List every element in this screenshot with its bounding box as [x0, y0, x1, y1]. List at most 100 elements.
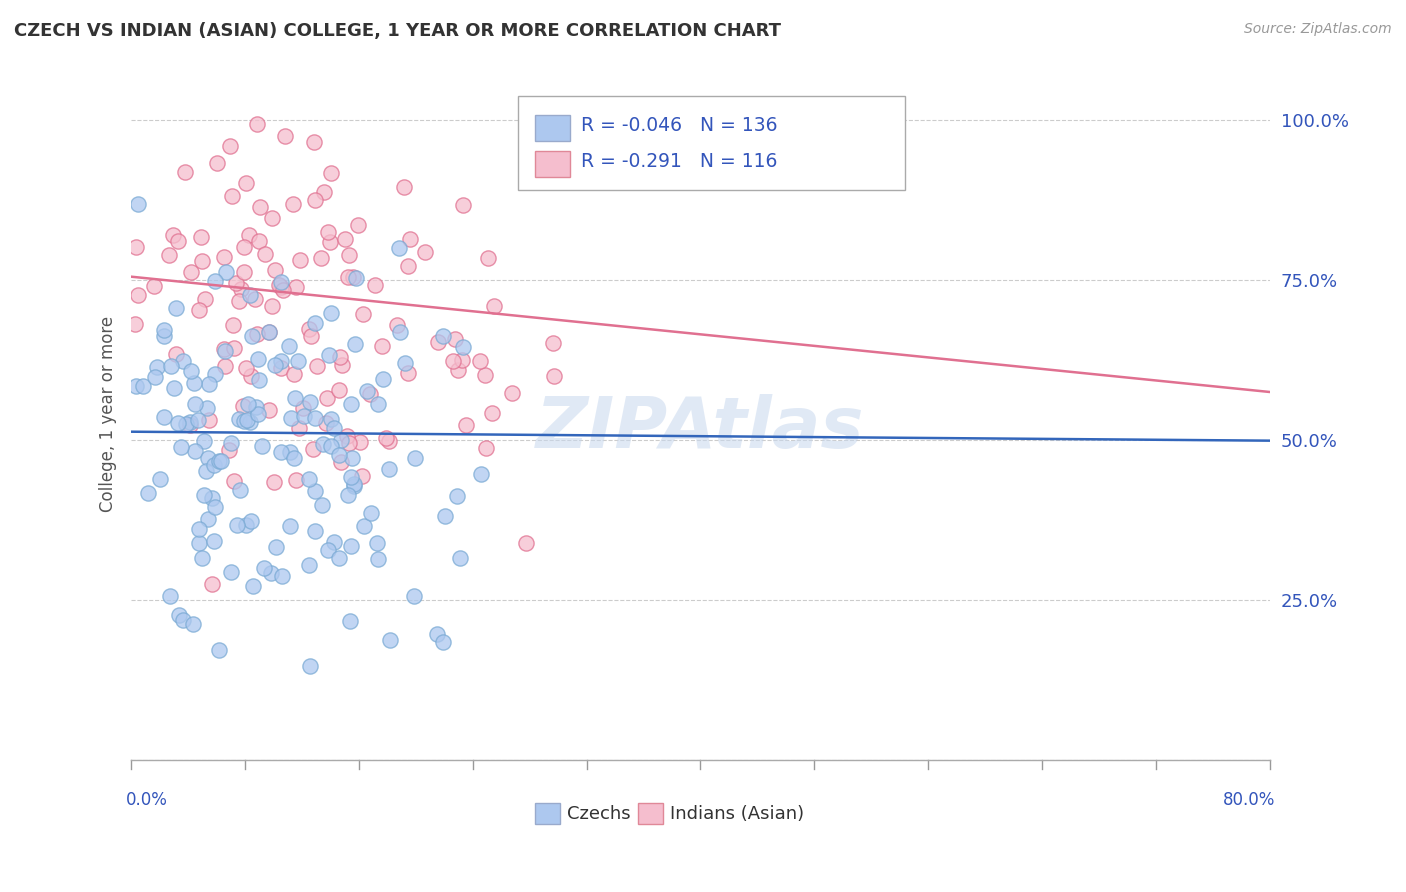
- Point: [142, 279, 165, 293]
- Point: [219, 138, 242, 153]
- Point: [176, 417, 198, 431]
- Point: [179, 417, 201, 432]
- Point: [212, 250, 235, 264]
- Point: [257, 402, 280, 417]
- Point: [270, 445, 292, 459]
- Point: [187, 523, 209, 537]
- Point: [257, 325, 280, 339]
- Point: [287, 354, 309, 368]
- Point: [339, 614, 361, 628]
- Point: [299, 329, 322, 343]
- Point: [316, 542, 339, 557]
- Point: [449, 550, 471, 565]
- Point: [201, 576, 224, 591]
- Point: [264, 262, 287, 277]
- Point: [270, 354, 292, 368]
- Point: [270, 275, 292, 289]
- Point: [280, 410, 302, 425]
- Point: [340, 539, 363, 553]
- Point: [302, 135, 325, 149]
- Point: [316, 391, 339, 405]
- Point: [143, 369, 166, 384]
- Point: [330, 455, 353, 469]
- Point: [214, 342, 236, 356]
- Point: [343, 337, 366, 351]
- Point: [172, 613, 194, 627]
- Point: [298, 558, 321, 572]
- Point: [337, 248, 360, 262]
- Point: [322, 535, 344, 549]
- Point: [193, 434, 215, 448]
- Point: [246, 327, 269, 342]
- Point: [337, 436, 360, 450]
- Point: [222, 318, 245, 332]
- Point: [239, 415, 262, 429]
- Point: [260, 566, 283, 580]
- Point: [450, 353, 472, 368]
- Point: [360, 506, 382, 520]
- Point: [198, 413, 221, 427]
- Point: [446, 363, 468, 377]
- Point: [371, 339, 394, 353]
- Point: [124, 317, 146, 331]
- Point: [270, 569, 292, 583]
- Point: [396, 366, 419, 380]
- Point: [329, 433, 352, 447]
- Point: [501, 386, 523, 401]
- Point: [215, 265, 238, 279]
- Point: [197, 512, 219, 526]
- Point: [432, 329, 454, 343]
- Text: ZIPAtlas: ZIPAtlas: [536, 393, 865, 463]
- Point: [188, 536, 211, 550]
- Text: Czechs: Czechs: [567, 805, 631, 822]
- Point: [378, 461, 401, 475]
- Point: [392, 180, 415, 194]
- Point: [304, 194, 326, 208]
- Point: [242, 579, 264, 593]
- Point: [153, 410, 176, 425]
- Point: [214, 359, 236, 374]
- Point: [205, 156, 228, 170]
- Point: [180, 364, 202, 378]
- Point: [131, 379, 153, 393]
- Point: [343, 479, 366, 493]
- Point: [222, 475, 245, 489]
- Point: [187, 413, 209, 427]
- Point: [253, 561, 276, 575]
- Point: [259, 326, 281, 340]
- Point: [127, 197, 149, 211]
- FancyBboxPatch shape: [536, 115, 569, 141]
- Point: [451, 198, 474, 212]
- Point: [270, 279, 292, 293]
- Text: 0.0%: 0.0%: [125, 791, 167, 809]
- Point: [235, 176, 257, 190]
- Text: Indians (Asian): Indians (Asian): [669, 805, 804, 822]
- Point: [204, 274, 226, 288]
- Point: [283, 450, 305, 465]
- Point: [229, 282, 252, 296]
- Point: [335, 232, 357, 246]
- Point: [284, 279, 307, 293]
- Point: [232, 399, 254, 413]
- Point: [249, 201, 271, 215]
- Point: [319, 235, 342, 249]
- Point: [162, 227, 184, 242]
- Point: [413, 244, 436, 259]
- Point: [304, 316, 326, 330]
- Point: [339, 397, 361, 411]
- Point: [288, 421, 311, 435]
- Point: [298, 659, 321, 673]
- Point: [292, 409, 315, 424]
- Point: [349, 434, 371, 449]
- Point: [243, 293, 266, 307]
- Point: [264, 358, 287, 372]
- Point: [260, 299, 283, 313]
- Point: [541, 336, 564, 351]
- Point: [165, 301, 187, 316]
- Point: [298, 472, 321, 486]
- Point: [218, 443, 240, 458]
- Point: [318, 348, 340, 362]
- Point: [195, 464, 218, 478]
- Point: [194, 293, 217, 307]
- Point: [229, 483, 252, 497]
